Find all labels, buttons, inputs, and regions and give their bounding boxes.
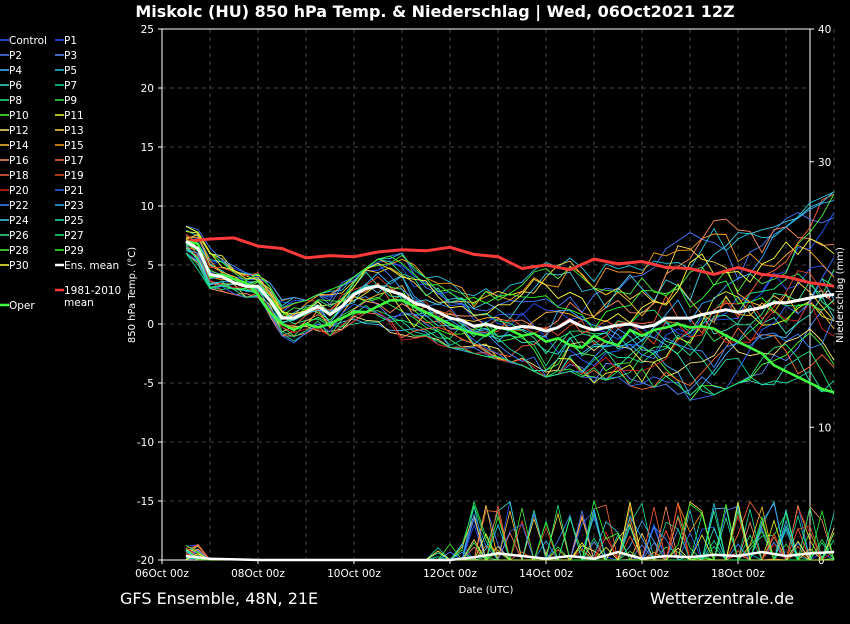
y-tick-label: 25 xyxy=(141,24,154,36)
legend-label: P16 xyxy=(9,155,29,167)
footer-model: GFS Ensemble, 48N, 21E xyxy=(120,589,318,608)
legend-label: P18 xyxy=(9,170,29,182)
member-line-p16 xyxy=(185,218,835,337)
climate-mean-line xyxy=(185,236,835,288)
legend-label: P5 xyxy=(64,65,77,77)
legend-label: P12 xyxy=(9,125,29,137)
legend-label: P19 xyxy=(64,170,84,182)
x-tick-label: 08Oct 00z xyxy=(231,568,285,580)
y-tick-label: -20 xyxy=(137,555,154,567)
member-line-p1 xyxy=(185,234,835,340)
legend-label: P20 xyxy=(9,185,29,197)
y-tick-label: 10 xyxy=(141,201,154,213)
precip-ens-mean-line xyxy=(185,550,835,562)
y2-axis-label: Niederschlag (mm) xyxy=(835,247,846,343)
member-line-p8 xyxy=(185,252,835,367)
y-tick-label: 20 xyxy=(141,83,154,95)
x-axis: 06Oct 00z 08Oct 00z 10Oct 00z 12Oct 00z 14Oc… xyxy=(135,560,765,580)
y2-tick-label: 10 xyxy=(818,422,831,434)
y-tick-label: -10 xyxy=(137,437,154,449)
x-axis-label: Date (UTC) xyxy=(459,585,514,596)
precip-line-p25 xyxy=(185,510,835,561)
y2-tick-label: 0 xyxy=(818,555,825,567)
member-line-p27 xyxy=(185,252,835,396)
x-tick-label: 16Oct 00z xyxy=(615,568,669,580)
legend-label: P10 xyxy=(9,110,29,122)
footer-source: Wetterzentrale.de xyxy=(650,589,794,608)
legend-label: P29 xyxy=(64,245,84,257)
legend-label: P13 xyxy=(64,125,84,137)
ensemble-members xyxy=(185,191,835,402)
legend-label: P3 xyxy=(64,50,77,62)
legend-label: P4 xyxy=(9,65,22,77)
legend-label-cont: mean xyxy=(64,297,94,309)
member-line-p24 xyxy=(185,191,835,324)
member-line-p15 xyxy=(185,233,835,317)
legend-label: P25 xyxy=(64,215,84,227)
legend-label: Control xyxy=(9,35,47,47)
legend-label: P8 xyxy=(9,95,22,107)
legend-label: P6 xyxy=(9,80,22,92)
ens-mean-line xyxy=(185,240,835,333)
member-line-p18 xyxy=(185,193,835,358)
precipitation-lines xyxy=(185,500,835,562)
x-tick-label: 12Oct 00z xyxy=(423,568,477,580)
legend-label: P23 xyxy=(64,200,84,212)
legend-label: P1 xyxy=(64,35,77,47)
x-tick-label: 10Oct 00z xyxy=(327,568,381,580)
legend-label: Oper xyxy=(9,300,35,312)
x-tick-label: 06Oct 00z xyxy=(135,568,189,580)
legend-label: P11 xyxy=(64,110,84,122)
member-line-p22 xyxy=(185,225,835,378)
member-line-p6 xyxy=(185,234,835,357)
legend-label: 1981-2010 xyxy=(64,285,121,297)
legend-label: P22 xyxy=(9,200,29,212)
y2-tick-label: 40 xyxy=(818,24,831,36)
x-tick-label: 18Oct 00z xyxy=(711,568,765,580)
member-line-p28 xyxy=(185,193,835,317)
legend-label: P2 xyxy=(9,50,22,62)
legend-label: P30 xyxy=(9,260,29,272)
highlighted-lines xyxy=(185,236,835,394)
legend-label: P24 xyxy=(9,215,29,227)
legend-label: P9 xyxy=(64,95,77,107)
y-axis-label: 850 hPa Temp. (°C) xyxy=(127,247,138,343)
y2-tick-label: 30 xyxy=(818,157,831,169)
y-tick-label: -5 xyxy=(144,378,154,390)
y-tick-label: 15 xyxy=(141,142,154,154)
legend-label: P17 xyxy=(64,155,84,167)
legend-label: P28 xyxy=(9,245,29,257)
legend-label: P15 xyxy=(64,140,84,152)
y-axis-left: -20 -15 -10 -5 0 5 10 15 20 25 xyxy=(137,24,162,567)
legend-label: P7 xyxy=(64,80,77,92)
y-tick-label: 5 xyxy=(147,260,154,272)
legend: Control P1 P2 P3 P4 P5 P6 P7 P8 P9 P10 P11 P12 P13 P14… xyxy=(0,35,121,312)
legend-label: P26 xyxy=(9,230,29,242)
legend-label: P21 xyxy=(64,185,84,197)
legend-label: P27 xyxy=(64,230,84,242)
member-line-p30 xyxy=(185,225,835,324)
y-tick-label: -15 xyxy=(137,496,154,508)
legend-label: P14 xyxy=(9,140,29,152)
member-line-p29 xyxy=(185,225,835,331)
x-tick-label: 14Oct 00z xyxy=(519,568,573,580)
legend-label: Ens. mean xyxy=(64,260,119,272)
chart-title: Miskolc (HU) 850 hPa Temp. & Niederschla… xyxy=(135,2,734,22)
y-tick-label: 0 xyxy=(147,319,154,331)
